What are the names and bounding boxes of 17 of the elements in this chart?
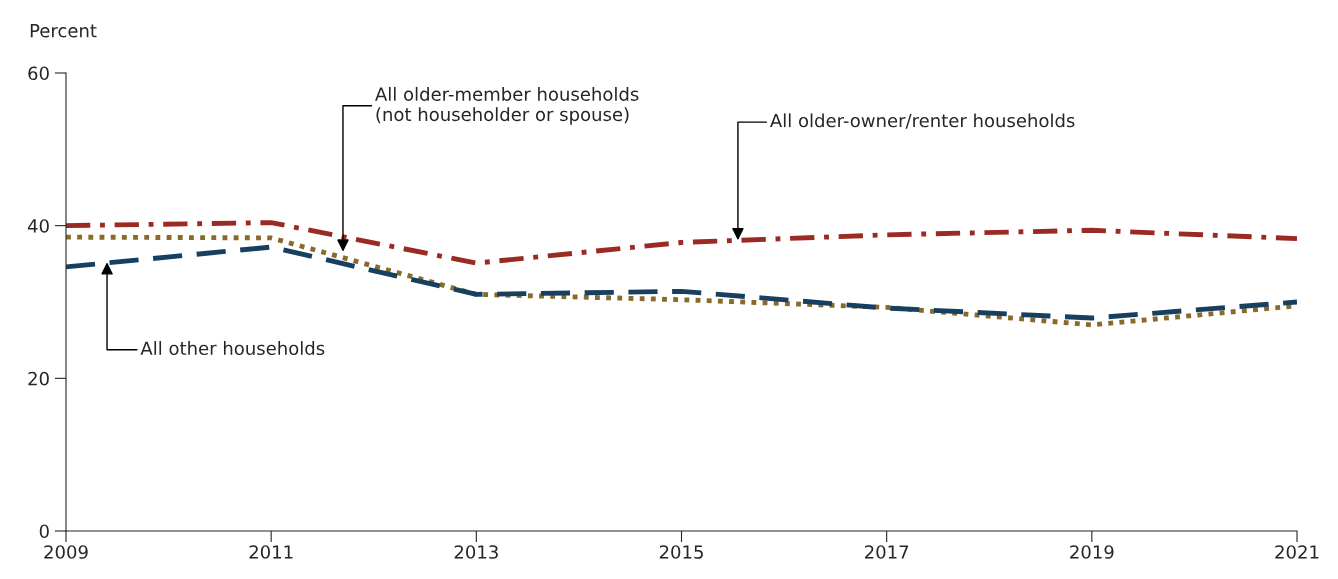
x-tick-label: 2013: [454, 545, 498, 559]
x-tick-label: 2019: [1070, 545, 1114, 559]
y-tick-label: 20: [28, 371, 49, 386]
line-series: [66, 220, 1297, 266]
y-tick-label: 40: [27, 219, 49, 233]
y-tick-label: 0: [39, 524, 49, 539]
x-tick-label: 2015: [659, 545, 703, 559]
annotation: All older-member households (not householder or spouse): [375, 86, 639, 125]
annotation: All older-owner/renter households: [770, 113, 1075, 129]
x-tick-label: 2011: [249, 545, 293, 559]
line-series: [66, 244, 1297, 321]
x-tick-label: 2009: [44, 545, 88, 559]
annotation: All other households: [140, 341, 325, 356]
y-axis-title: Percent: [30, 24, 97, 38]
y-tick-label: 60: [28, 66, 49, 81]
x-tick-label: 2017: [865, 545, 909, 559]
x-tick-label: 2021: [1275, 545, 1319, 559]
